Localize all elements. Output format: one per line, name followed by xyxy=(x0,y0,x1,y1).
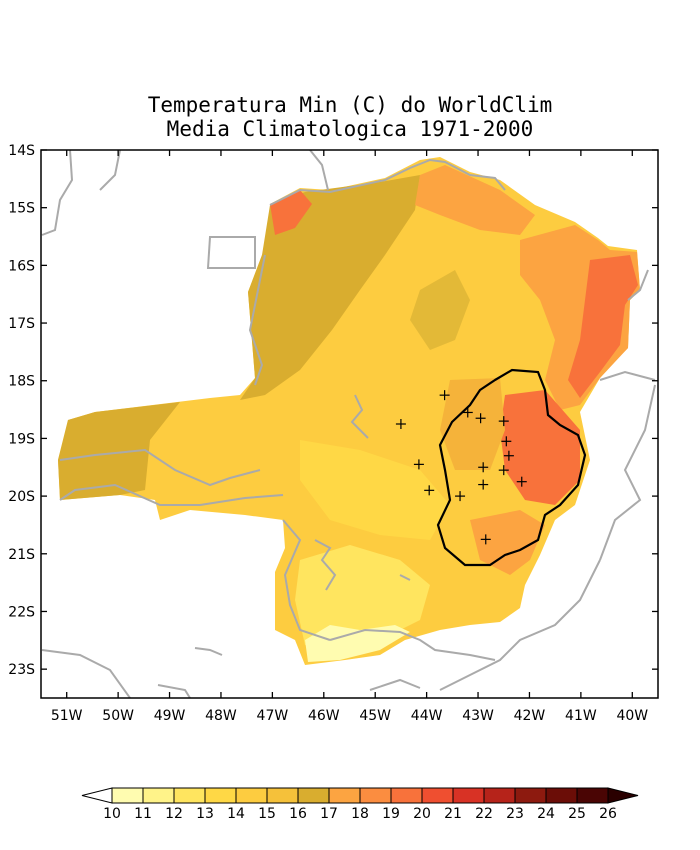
colorbar-swatch xyxy=(328,787,361,804)
lat-tick-label: 15S xyxy=(8,201,35,217)
colorbar-label: 16 xyxy=(289,806,307,822)
hot-region-east xyxy=(568,255,638,398)
colorbar-swatch xyxy=(452,787,485,804)
station-marker xyxy=(475,413,486,424)
lon-tick-label: 50W xyxy=(102,708,134,724)
colorbar-swatch xyxy=(266,787,299,804)
basin-outline xyxy=(436,368,587,567)
station-marker xyxy=(498,416,509,427)
lat-tick-label: 18S xyxy=(8,374,35,390)
colorbar-swatch xyxy=(514,787,547,804)
lon-tick-label: 48W xyxy=(205,708,237,724)
lat-tick-label: 16S xyxy=(8,258,35,274)
colorbar-label: 14 xyxy=(227,806,245,822)
coldest-region-south xyxy=(305,625,410,662)
warm-region-north xyxy=(415,165,535,235)
lat-tick-label: 19S xyxy=(8,431,35,447)
colorbar-label: 25 xyxy=(568,806,586,822)
colorbar-label: 22 xyxy=(475,806,493,822)
cool-region-west xyxy=(58,402,180,500)
station-marker xyxy=(395,419,406,429)
colorbar-swatch xyxy=(204,787,237,804)
colorbar-swatch xyxy=(421,787,454,804)
lon-tick-label: 51W xyxy=(51,708,83,724)
station-marker xyxy=(462,407,473,418)
colorbar-label: 19 xyxy=(382,806,400,822)
station-marker xyxy=(516,476,527,487)
station-marker xyxy=(498,465,509,476)
lat-tick-label: 14S xyxy=(8,143,35,159)
lon-tick-label: 49W xyxy=(154,708,186,724)
station-marker xyxy=(478,479,489,490)
colorbar-label: 21 xyxy=(444,806,462,822)
colorbar-swatch xyxy=(359,787,392,804)
warm-region-northwest-edge xyxy=(270,190,312,235)
colorbar-label: 11 xyxy=(134,806,152,822)
warm-region-southeast xyxy=(470,510,545,575)
colorbar-max-arrow xyxy=(607,787,639,804)
station-marker xyxy=(501,436,512,447)
colorbar-label: 26 xyxy=(599,806,617,822)
lon-tick-label: 42W xyxy=(514,708,546,724)
lat-tick-label: 22S xyxy=(8,604,35,620)
colorbar-label: 24 xyxy=(537,806,555,822)
lon-tick-label: 40W xyxy=(616,708,648,724)
station-marker xyxy=(424,485,435,496)
colorbar-swatch xyxy=(297,787,330,804)
hot-region-rio-doce xyxy=(500,390,580,505)
map-title: Temperatura Min (C) do WorldClim xyxy=(147,93,553,117)
reference-boundaries xyxy=(41,150,656,698)
lon-tick-label: 44W xyxy=(411,708,443,724)
station-marker xyxy=(439,390,450,401)
warm-region-central-east xyxy=(440,378,505,470)
colorbar-label: 10 xyxy=(103,806,121,822)
lat-tick-label: 20S xyxy=(8,489,35,505)
lat-tick-label: 23S xyxy=(8,662,35,678)
station-marker xyxy=(503,450,514,461)
colorbar-label: 23 xyxy=(506,806,524,822)
colorbar-label: 18 xyxy=(351,806,369,822)
colorbar-label: 13 xyxy=(196,806,214,822)
lon-tick-label: 45W xyxy=(359,708,391,724)
lon-tick-label: 46W xyxy=(308,708,340,724)
colorbar-swatch xyxy=(173,787,206,804)
station-marker xyxy=(455,491,466,502)
longitude-axis: 51W 50W 49W 48W 47W 46W 45W 44W 43W 42W 41W 40W xyxy=(51,150,648,724)
colorbar-label: 17 xyxy=(320,806,338,822)
lon-tick-label: 43W xyxy=(462,708,494,724)
station-marker xyxy=(480,534,491,545)
lon-tick-label: 47W xyxy=(257,708,289,724)
colorbar-swatch xyxy=(576,787,609,804)
colorbar: 10 11 12 13 14 15 16 17 18 19 20 21 22 23 24 25 26 xyxy=(81,787,639,822)
cool-region-center xyxy=(410,270,470,350)
latitude-axis: 14S 15S 16S 17S 18S 19S 20S 21S 22S 23S xyxy=(8,143,658,678)
colorbar-label: 20 xyxy=(413,806,431,822)
station-marker xyxy=(413,459,424,470)
lon-tick-label: 41W xyxy=(565,708,597,724)
map-frame xyxy=(40,149,659,699)
colorbar-label: 15 xyxy=(258,806,276,822)
station-marker xyxy=(478,462,489,473)
lat-tick-label: 17S xyxy=(8,316,35,332)
colorbar-min-arrow xyxy=(81,787,113,804)
colorbar-swatch xyxy=(390,787,423,804)
station-markers xyxy=(395,390,527,545)
colorbar-swatch xyxy=(111,787,144,804)
colorbar-label: 12 xyxy=(165,806,183,822)
lat-tick-label: 21S xyxy=(8,547,35,563)
map-subtitle: Media Climatologica 1971-2000 xyxy=(166,117,534,141)
cool-region-central-south xyxy=(300,440,450,540)
colorbar-swatch xyxy=(235,787,268,804)
colorbar-swatch xyxy=(483,787,516,804)
colorbar-swatch xyxy=(142,787,175,804)
colorbar-swatch xyxy=(545,787,578,804)
